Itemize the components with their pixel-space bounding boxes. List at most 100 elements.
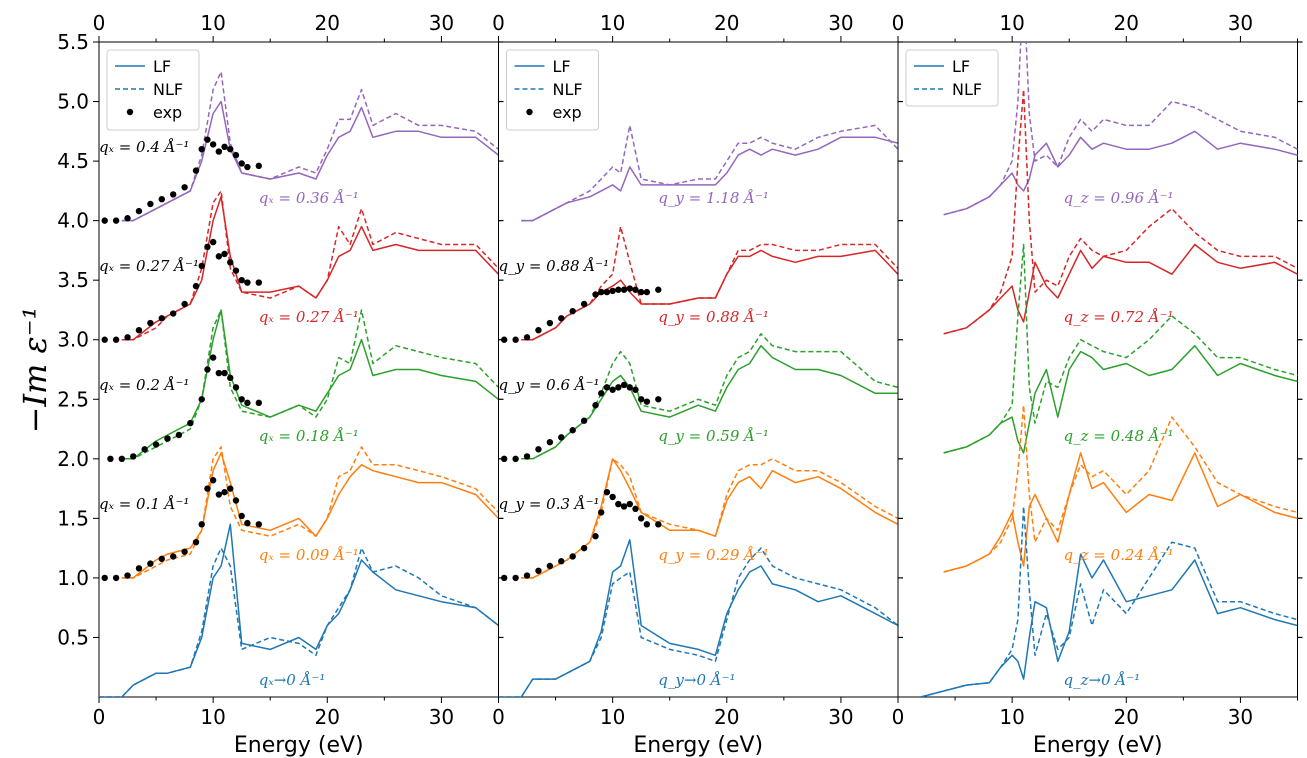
exp-label-0: q_y = 0.3 Å⁻¹ (499, 495, 600, 513)
curve-label-0: q_z→0 Å⁻¹ (1064, 671, 1141, 689)
y-tick-label: 5.0 (57, 90, 89, 114)
exp-point (227, 485, 234, 492)
exp-point (569, 553, 576, 560)
exp-point (181, 300, 188, 308)
curve-label-1: q_z = 0.24 Å⁻¹ (1064, 546, 1174, 564)
exp-point (615, 500, 622, 508)
legend-exp-label: exp (153, 103, 182, 122)
exp-point (535, 567, 542, 574)
exp-point (615, 384, 622, 391)
exp-point (192, 282, 200, 290)
lf-series-1 (943, 452, 1298, 573)
nlf-series-0 (920, 505, 1298, 697)
exp-point (655, 396, 662, 403)
lf-series-4 (943, 130, 1298, 216)
exp-point (169, 553, 177, 560)
exp-point (238, 276, 245, 284)
legend-box (905, 49, 999, 107)
exp-series-3 (101, 136, 262, 224)
exp-point (609, 287, 616, 295)
exp-label-1: qₓ = 0.2 Å⁻¹ (99, 376, 189, 394)
lf-series-2 (943, 344, 1298, 454)
nlf-series-1 (521, 458, 898, 579)
nlf-series-4 (121, 71, 499, 222)
exp-point (221, 488, 228, 496)
x-tick-label: 10 (600, 705, 625, 729)
exp-point (643, 398, 651, 405)
exp-point (244, 519, 251, 527)
exp-point (107, 455, 114, 463)
panels: 0 0 10 10 20 20 30 30 Energy (eV) 0.5 1.0 1.5 2.0 2.5… (57, 11, 1303, 758)
x-tick-label-top: 0 (492, 11, 505, 35)
exp-point (158, 196, 165, 203)
exp-point (101, 574, 108, 582)
exp-point (135, 565, 143, 572)
x-tick-label: 0 (93, 705, 106, 729)
exp-point (192, 538, 200, 546)
legend: LF NLF (905, 49, 999, 107)
exp-label-2: qₓ = 0.27 Å⁻¹ (99, 257, 199, 275)
exp-point (569, 427, 576, 434)
exp-point (204, 243, 211, 251)
exp-point (118, 455, 126, 463)
curve-label-2: q_z = 0.48 Å⁻¹ (1064, 427, 1174, 445)
panel-frame (897, 41, 1298, 698)
exp-point (232, 384, 240, 391)
exp-point (626, 285, 633, 292)
y-tick-label: 2.5 (57, 387, 89, 411)
exp-point (175, 431, 183, 439)
x-tick-label: 30 (429, 705, 454, 729)
exp-point (244, 399, 251, 407)
x-axis-label: Energy (eV) (234, 733, 364, 758)
exp-point (209, 354, 217, 361)
exp-point (546, 438, 554, 446)
exp-point (221, 369, 228, 377)
exp-point (592, 533, 599, 540)
exp-point (215, 253, 223, 260)
x-tick-label: 0 (492, 705, 505, 729)
y-tick-label: 1.5 (57, 506, 89, 530)
y-tick-label: 1.0 (57, 566, 89, 590)
exp-point (135, 327, 143, 334)
y-axis-label: −Im ε⁻¹ (16, 307, 54, 434)
exp-point (603, 384, 611, 391)
legend-lf-label: LF (952, 57, 970, 76)
exp-point (255, 521, 262, 528)
exp-point (244, 163, 251, 171)
exp-point (632, 286, 639, 293)
exp-point (135, 207, 143, 215)
nlf-series-4 (521, 124, 898, 222)
exp-point (204, 136, 211, 143)
exp-point (221, 143, 228, 150)
exp-point (609, 493, 616, 501)
exp-point (147, 319, 154, 327)
exp-point (512, 574, 519, 582)
exp-point (192, 167, 200, 174)
curve-label-2: q_y = 0.59 Å⁻¹ (658, 427, 769, 445)
exp-point (124, 215, 131, 222)
lf-series-0 (920, 553, 1298, 697)
nlf-series-2 (943, 243, 1298, 454)
legend-exp-swatch (526, 108, 533, 116)
lf-series-4 (521, 136, 898, 222)
x-tick-label: 20 (1114, 705, 1139, 729)
exp-point (124, 572, 131, 579)
x-tick-label-top: 10 (200, 11, 225, 35)
legend-nlf-label: NLF (153, 80, 183, 99)
exp-point (255, 279, 262, 286)
exp-point (255, 399, 262, 407)
nlf-series-3 (943, 88, 1298, 335)
curve-label-3: qₓ = 0.27 Å⁻¹ (259, 308, 359, 326)
x-tick-label-top: 30 (429, 11, 454, 35)
x-tick-label-top: 0 (892, 11, 905, 35)
x-tick-label: 10 (999, 705, 1024, 729)
y-tick-label: 4.0 (57, 209, 89, 233)
x-axis-label: Energy (eV) (633, 733, 763, 758)
x-tick-label: 30 (1228, 705, 1253, 729)
exp-point (198, 396, 205, 403)
exp-point (164, 435, 171, 442)
exp-point (632, 386, 639, 393)
nlf-series-4 (943, 42, 1298, 216)
exp-point (244, 279, 251, 286)
y-tick-label: 0.5 (57, 625, 89, 649)
